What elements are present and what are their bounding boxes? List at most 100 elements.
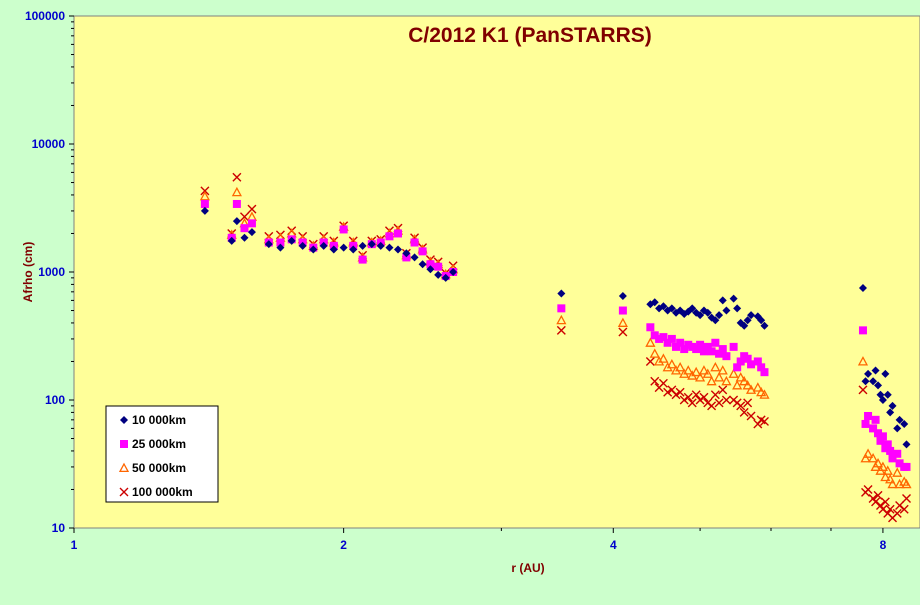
data-point <box>888 401 897 410</box>
data-point <box>385 243 394 252</box>
x-axis-label: r (AU) <box>511 561 544 575</box>
data-point <box>680 345 689 354</box>
legend-marker <box>120 440 128 448</box>
data-point <box>902 494 912 503</box>
data-point <box>232 172 242 182</box>
data-point <box>426 265 435 274</box>
data-point <box>557 289 566 298</box>
data-point <box>200 199 209 208</box>
data-point <box>679 395 689 405</box>
legend-label: 100 000km <box>132 485 193 499</box>
data-point <box>410 238 419 247</box>
data-point <box>740 321 749 330</box>
data-point <box>729 294 738 303</box>
data-point <box>895 415 904 424</box>
data-point <box>881 369 890 378</box>
data-point <box>683 392 693 402</box>
data-point <box>691 390 701 400</box>
data-point <box>239 212 249 222</box>
y-axis: 10 100 1000 10000 100000 <box>25 9 74 535</box>
data-point <box>742 380 753 390</box>
data-point <box>743 354 752 363</box>
data-point <box>885 473 896 484</box>
data-point <box>702 368 713 378</box>
data-point <box>873 490 883 500</box>
data-point <box>867 452 879 463</box>
data-point <box>902 462 911 471</box>
data-point <box>871 366 880 375</box>
data-point <box>618 291 627 300</box>
data-point <box>418 260 427 269</box>
legend-label: 50 000km <box>132 461 186 475</box>
data-point <box>707 401 717 411</box>
data-point <box>747 311 756 320</box>
data-point <box>753 357 762 366</box>
data-point <box>735 372 746 382</box>
data-point <box>886 408 895 417</box>
data-point <box>695 395 705 405</box>
data-point <box>880 497 890 507</box>
data-point <box>715 311 724 320</box>
data-point <box>892 508 902 518</box>
data-point <box>247 228 256 237</box>
data-point <box>683 365 694 375</box>
data-point <box>434 270 443 279</box>
data-point <box>410 253 419 262</box>
data-point <box>696 311 705 320</box>
data-point <box>864 369 873 378</box>
data-point <box>874 429 883 438</box>
data-point <box>703 308 712 317</box>
data-point <box>760 321 769 330</box>
data-point <box>650 298 659 307</box>
data-point <box>699 392 709 402</box>
data-point <box>402 253 411 262</box>
x-tick-label: 8 <box>880 538 887 552</box>
legend-marker <box>120 416 128 424</box>
y-tick-label: 1000 <box>38 265 65 279</box>
data-point <box>232 199 241 208</box>
data-point <box>339 225 348 234</box>
data-point <box>658 353 669 363</box>
data-point <box>711 316 720 325</box>
data-point <box>710 361 721 372</box>
data-point <box>707 347 716 356</box>
data-point <box>659 333 668 342</box>
data-point <box>893 449 902 458</box>
data-point <box>733 363 742 372</box>
data-point <box>298 241 307 250</box>
data-point <box>714 398 724 408</box>
data-point <box>862 448 874 458</box>
data-point <box>394 245 403 254</box>
data-point <box>646 323 655 332</box>
data-point <box>698 365 710 375</box>
data-point <box>276 243 285 252</box>
data-point <box>864 411 873 420</box>
data-point <box>872 457 884 468</box>
data-point <box>892 467 903 477</box>
data-point <box>349 245 358 254</box>
data-point <box>688 304 697 313</box>
data-point <box>675 361 686 372</box>
data-point <box>861 377 870 386</box>
data-point <box>645 337 656 347</box>
data-point <box>728 368 739 378</box>
data-point <box>878 396 887 404</box>
data-point <box>757 316 766 325</box>
data-point <box>676 338 685 347</box>
data-point <box>739 375 750 386</box>
data-point <box>899 504 909 514</box>
y-tick-label: 100 <box>45 393 65 407</box>
data-point <box>895 459 904 468</box>
data-point <box>715 349 724 358</box>
data-point <box>869 377 878 386</box>
data-point <box>276 238 285 247</box>
legend-marker <box>119 487 129 497</box>
data-point <box>672 342 681 351</box>
data-point <box>901 478 912 489</box>
data-point <box>199 190 210 201</box>
chart-title: C/2012 K1 (PanSTARRS) <box>408 24 652 47</box>
x-tick-label: 4 <box>610 538 617 552</box>
data-point <box>426 260 435 269</box>
data-point <box>858 283 867 292</box>
